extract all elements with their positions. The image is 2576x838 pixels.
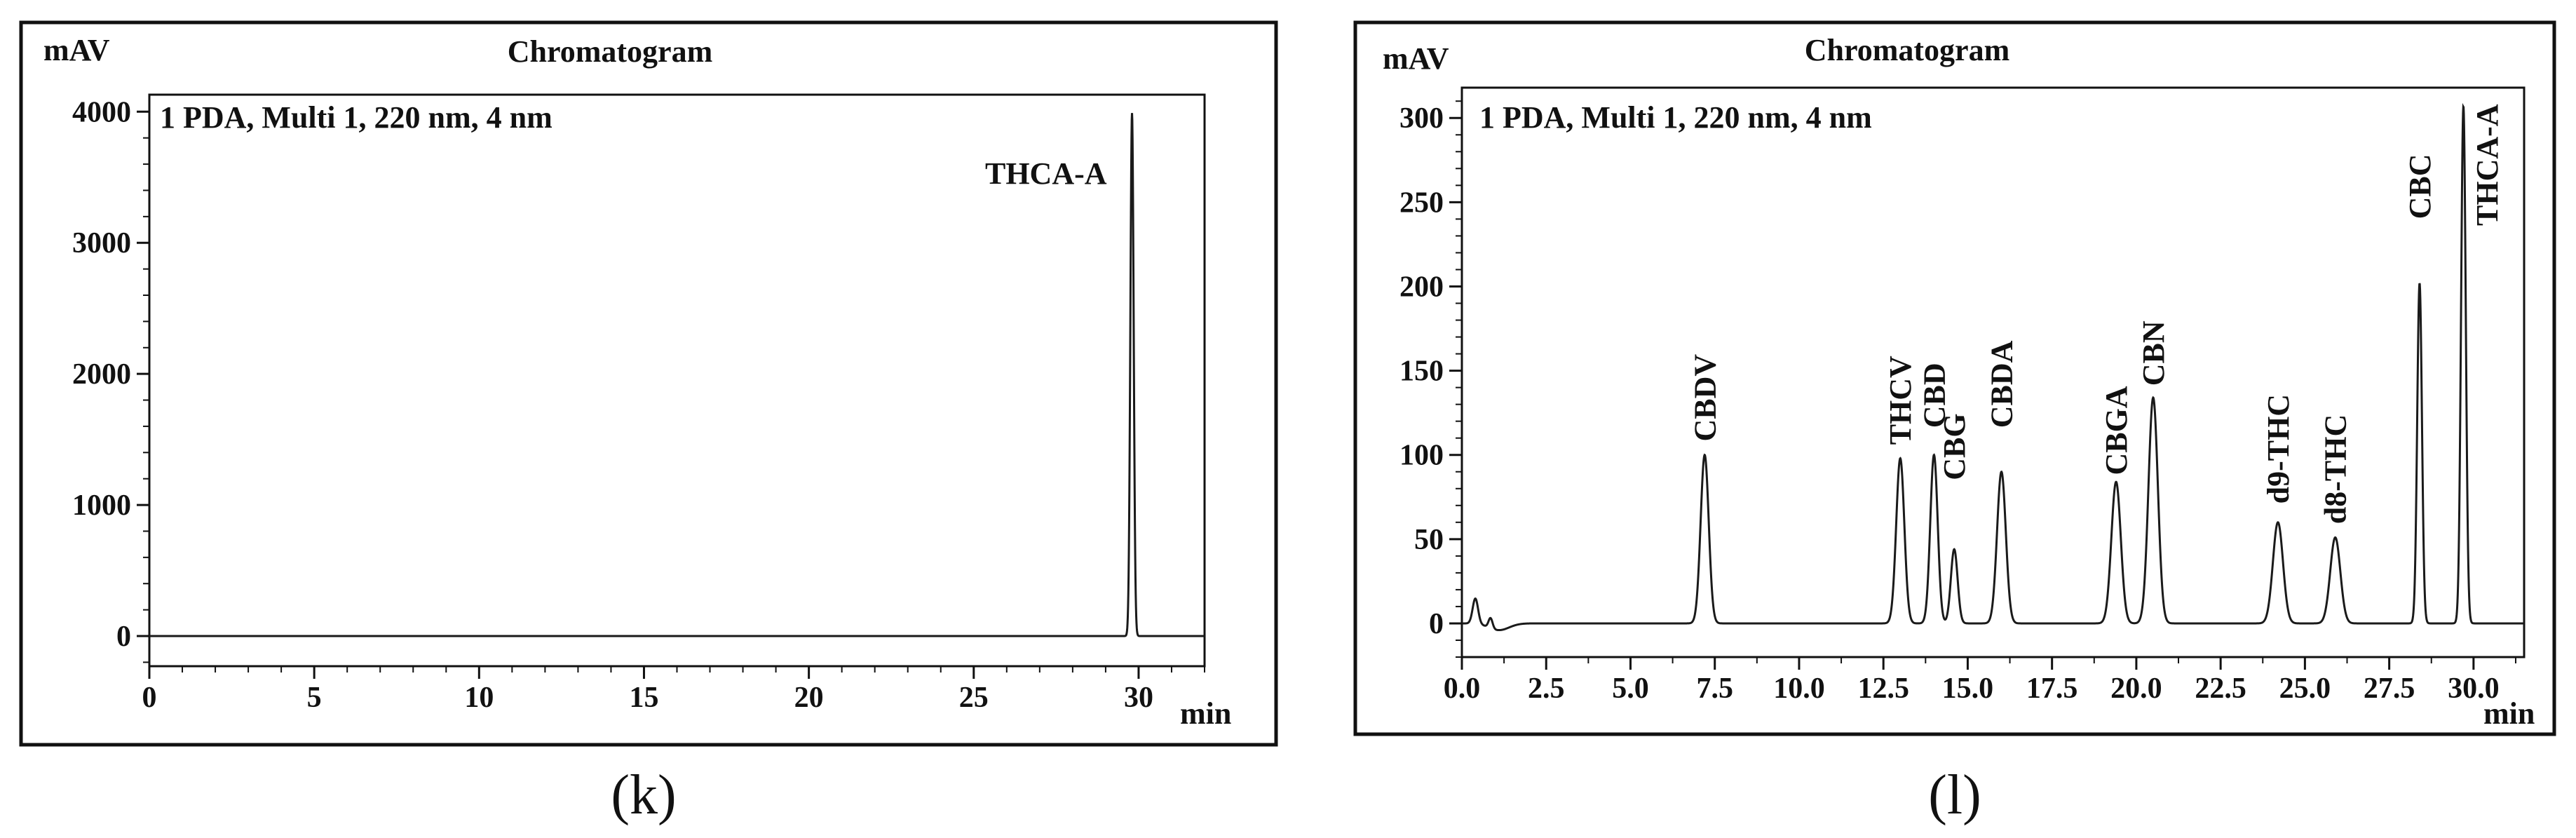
panel-k-trace-line (149, 113, 1205, 637)
panel-l-x-axis-label: min (2483, 696, 2535, 731)
peak-label: CBGA (2099, 386, 2134, 475)
panel-l-trace-line (1461, 102, 2524, 632)
y-tick-label: 2000 (72, 358, 131, 391)
panel-l-y-axis-label: mAV (1383, 41, 1449, 76)
panel-k-peak-labels: THCA-A (985, 156, 1107, 191)
y-tick-label: 3000 (72, 227, 131, 259)
peak-label: THCV (1883, 356, 1918, 445)
peak-label: CBG (1937, 413, 1972, 480)
y-tick-label: 250 (1399, 187, 1444, 219)
x-tick-label: 15.0 (1942, 673, 1994, 705)
peak-label: d8-THC (2319, 414, 2353, 524)
peak-label: CBDV (1688, 354, 1722, 442)
panel-k-y-axis-label: mAV (43, 33, 110, 67)
x-tick-label: 17.5 (2026, 673, 2078, 705)
x-tick-label: 2.5 (1528, 673, 1565, 705)
peak-label: CBDA (1985, 340, 2019, 428)
x-tick-label: 20.0 (2110, 673, 2162, 705)
x-tick-label: 30.0 (2448, 673, 2500, 705)
x-tick-label: 0 (142, 682, 157, 714)
x-tick-label: 0.0 (1444, 673, 1481, 705)
x-tick-label: 10.0 (1773, 673, 1825, 705)
y-tick-label: 0 (116, 621, 131, 653)
chart-panel-l: Chromatogram mAV 1 PDA, Multi 1, 220 nm,… (1353, 20, 2556, 736)
x-tick-label: 27.5 (2364, 673, 2415, 705)
panel-k-x-axis-label: min (1180, 696, 1231, 731)
x-tick-label: 7.5 (1696, 673, 1733, 705)
y-tick-label: 300 (1399, 102, 1444, 135)
panel-k-x-axis: 0 5 10 15 20 25 30 (142, 666, 1205, 714)
panel-l-frame (1353, 20, 2556, 736)
x-tick-label: 15 (629, 682, 658, 714)
x-tick-label: 30 (1124, 682, 1153, 714)
y-tick-label: 200 (1399, 271, 1444, 303)
y-tick-label: 100 (1399, 440, 1444, 472)
y-tick-label: 150 (1399, 356, 1444, 388)
panel-l-plot-area (1460, 86, 2526, 658)
panel-l-x-axis: 0.0 2.5 5.0 7.5 10.0 12.5 15.0 17.5 20.0 22.5 25.0… (1444, 657, 2516, 705)
x-tick-label: 5 (307, 682, 322, 714)
x-tick-label: 20 (794, 682, 824, 714)
panel-l-y-axis: 0 50 100 150 200 250 300 (1399, 100, 1462, 658)
peak-label: CBD (1917, 363, 1951, 428)
peak-label: d9-THC (2261, 394, 2296, 504)
panel-l-trace-label: 1 PDA, Multi 1, 220 nm, 4 nm (1479, 100, 1872, 135)
x-tick-label: 22.5 (2195, 673, 2246, 705)
x-tick-label: 5.0 (1612, 673, 1649, 705)
panel-k-frame (19, 20, 1278, 747)
x-tick-label: 25 (959, 682, 989, 714)
peak-label: CBN (2136, 320, 2171, 386)
y-tick-label: 0 (1429, 608, 1444, 640)
y-tick-label: 50 (1414, 524, 1444, 556)
peak-label: THCA-A (985, 156, 1107, 191)
panel-k-y-axis: 0 1000 2000 3000 4000 (72, 96, 149, 663)
panel-l-caption: (l) (1928, 764, 1981, 826)
y-tick-label: 4000 (72, 96, 131, 128)
chart-panel-k: Chromatogram mAV 1 PDA, Multi 1, 220 nm,… (19, 20, 1278, 747)
panel-k-title: Chromatogram (508, 34, 712, 69)
x-tick-label: 25.0 (2279, 673, 2331, 705)
peak-label: CBC (2403, 154, 2437, 219)
x-tick-label: 12.5 (1857, 673, 1909, 705)
peak-label: THCA-A (2470, 104, 2504, 226)
y-tick-label: 1000 (72, 489, 131, 522)
panel-k-trace-label: 1 PDA, Multi 1, 220 nm, 4 nm (160, 100, 553, 135)
x-tick-label: 10 (464, 682, 494, 714)
panel-k-caption: (k) (611, 764, 676, 826)
panel-l-title: Chromatogram (1805, 33, 2009, 67)
